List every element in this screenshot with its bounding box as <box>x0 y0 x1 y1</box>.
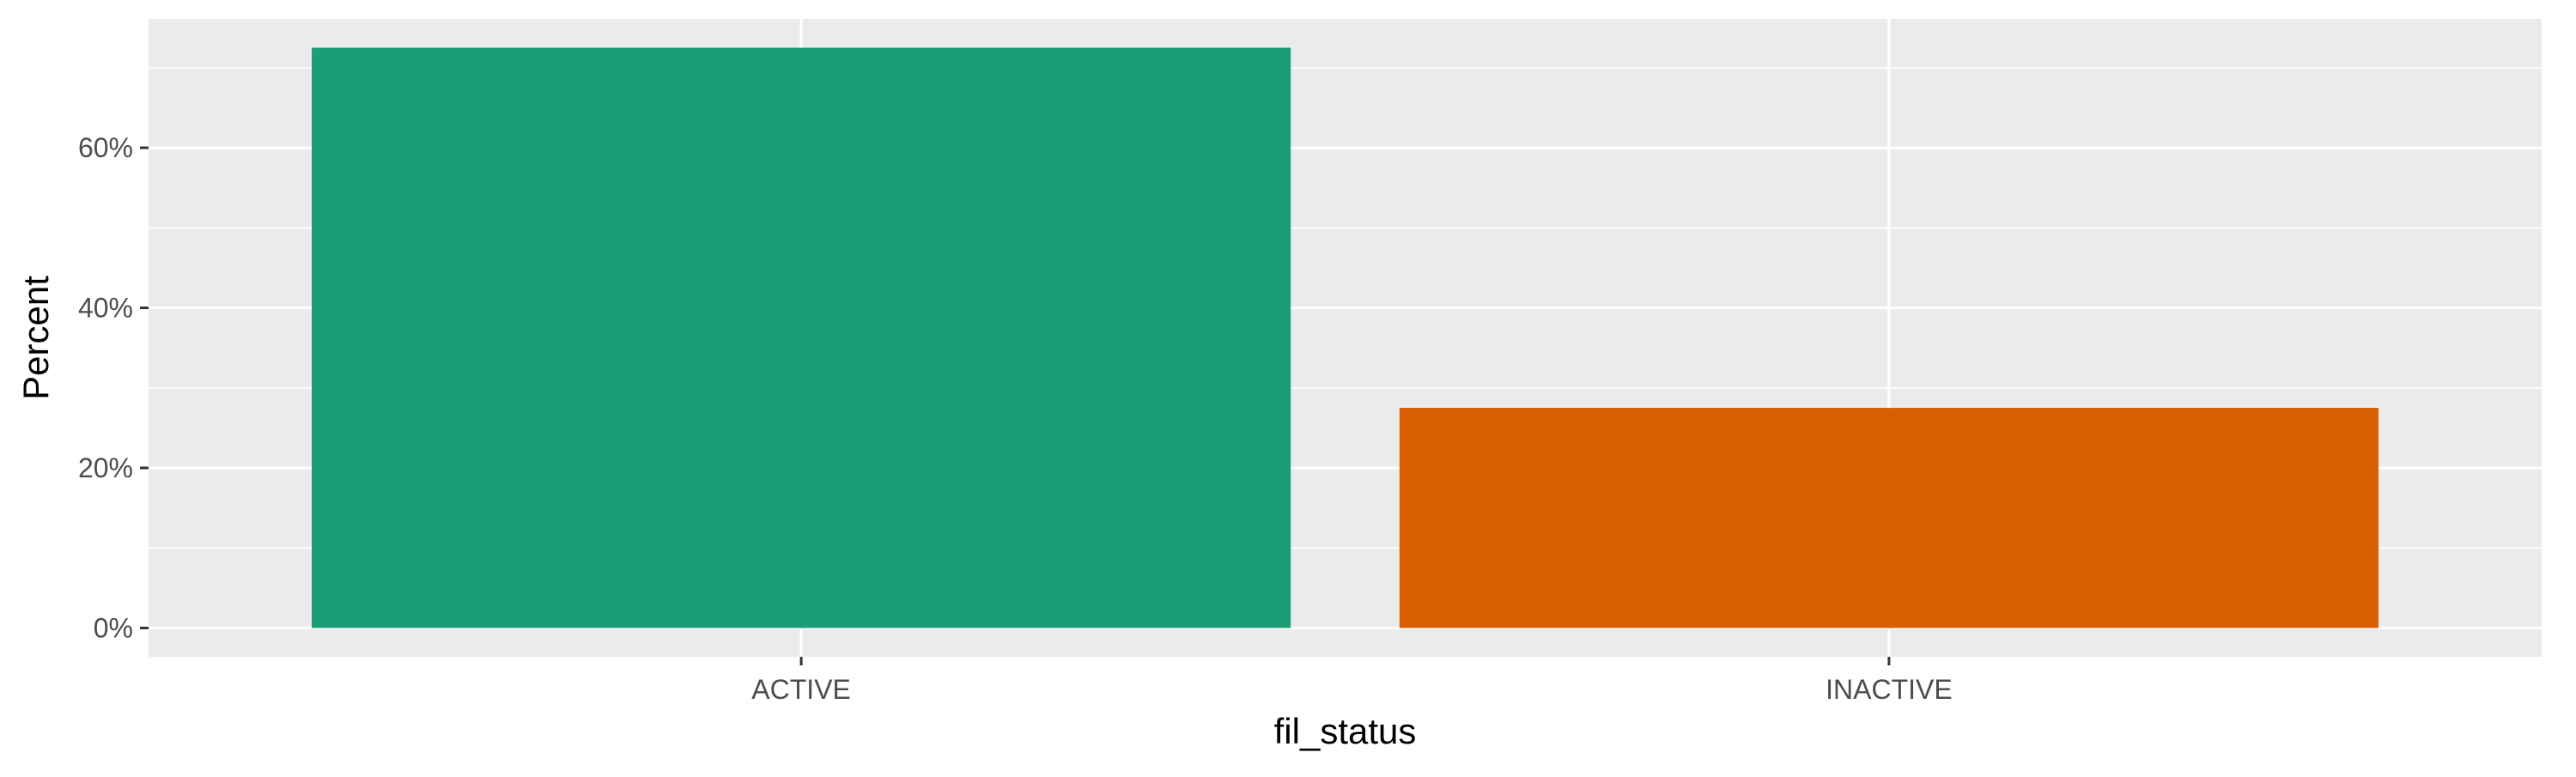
y-tick-label: 0% <box>94 612 133 643</box>
x-axis-title: fil_status <box>1274 711 1417 751</box>
x-tick-label: INACTIVE <box>1826 674 1953 705</box>
y-tick-label: 60% <box>78 132 133 163</box>
bar-active <box>312 47 1291 628</box>
bars <box>312 47 2379 628</box>
y-axis-title: Percent <box>15 276 56 400</box>
bar-inactive <box>1399 408 2379 628</box>
x-tick-label: ACTIVE <box>751 674 851 705</box>
axes: 0% 20% 40% 60% ACTIVE INACTIVE <box>78 132 1953 705</box>
y-tick-label: 40% <box>78 293 133 324</box>
y-tick-label: 20% <box>78 452 133 483</box>
